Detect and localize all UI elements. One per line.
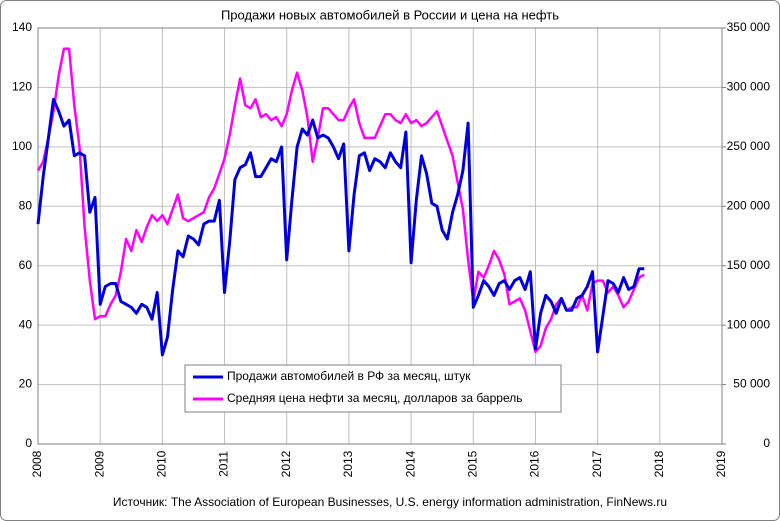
x-tick-label: 2008 [30,450,44,477]
y-tick-label: 100 [12,139,32,153]
legend-box [184,364,562,413]
chart-title: Продажи новых автомобилей в России и цен… [221,7,559,22]
y2-tick-label: 50 000 [733,377,770,391]
x-tick-label: 2017 [590,450,604,477]
y2-tick-label: 350 000 [727,20,771,34]
y2-tick-label: 300 000 [727,80,771,94]
y-tick-label: 60 [19,258,33,272]
x-tick-label: 2009 [92,450,106,477]
y-tick-label: 140 [12,20,32,34]
y2-tick-label: 200 000 [727,198,771,212]
y-tick-label: 20 [19,377,33,391]
x-tick-label: 2010 [155,450,169,477]
x-tick-label: 2011 [217,451,231,477]
x-tick-label: 2015 [465,450,479,477]
legend-label: Средняя цена нефти за месяц, долларов за… [227,391,522,405]
x-tick-label: 2018 [652,450,666,477]
plot-border [37,27,723,445]
x-tick-label: 2016 [528,450,542,477]
series-line [36,47,645,354]
y2-tick-label: 250 000 [727,139,771,153]
y2-tick-label: 0 [763,436,770,450]
x-tick-label: 2013 [341,450,355,477]
y-tick-label: 120 [12,80,32,94]
x-tick-label: 2012 [279,450,293,477]
x-tick-label: 2014 [403,450,417,477]
series-line [36,97,645,357]
source: Источник: The Association of European Bu… [113,495,667,509]
y-tick-label: 0 [25,436,32,450]
x-tick-label: 2019 [714,450,728,477]
y2-tick-label: 150 000 [727,258,771,272]
y2-tick-label: 100 000 [727,317,771,331]
legend-label: Продажи автомобилей в РФ за месяц, штук [227,369,471,383]
y-tick-label: 40 [19,317,33,331]
y-tick-label: 80 [19,198,33,212]
